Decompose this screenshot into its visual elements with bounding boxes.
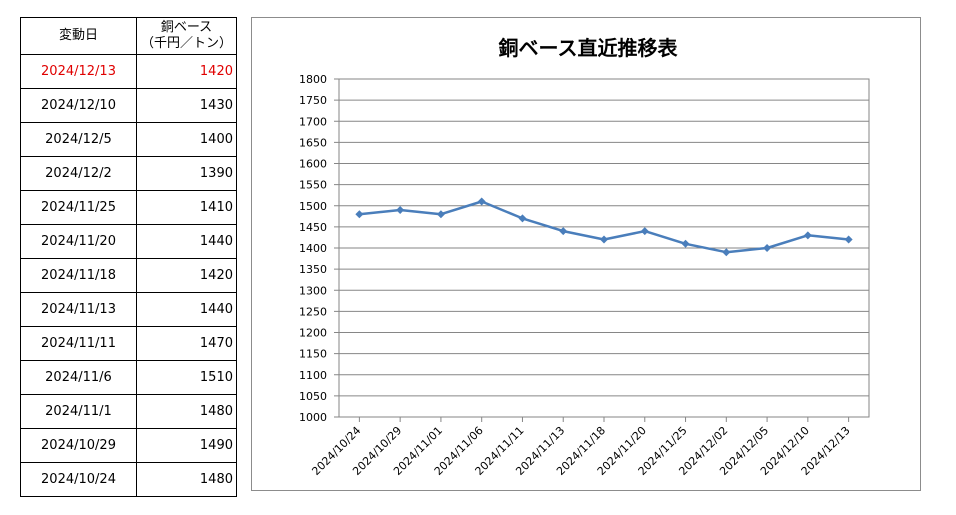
row-value: 1430 [136,88,237,123]
data-point-marker [396,205,405,214]
row-date: 2024/11/11 [20,326,137,361]
row-date: 2024/11/6 [20,360,137,395]
series-line [355,197,853,257]
row-value: 1490 [136,428,237,463]
x-axis-ticks: 2024/10/242024/10/292024/11/012024/11/06… [309,417,853,478]
data-point-marker [559,227,568,236]
header-date: 変動日 [20,17,137,55]
y-tick-label: 1700 [299,115,327,128]
data-point-marker [844,235,853,244]
price-table: 変動日 銅ベース （千円／トン） 2024/12/13 1420 2024/12/1… [20,17,237,497]
y-tick-label: 1350 [299,263,327,276]
y-tick-label: 1650 [299,136,327,149]
row-value: 1470 [136,326,237,361]
table-row: 2024/12/13 1420 [20,54,237,89]
y-tick-label: 1200 [299,327,327,340]
row-value: 1390 [136,156,237,191]
row-date: 2024/12/13 [20,54,137,89]
data-point-marker [518,214,527,223]
row-value: 1420 [136,54,237,89]
data-point-marker [600,235,608,244]
data-point-marker [640,227,649,236]
row-date: 2024/10/29 [20,428,137,463]
row-value: 1480 [136,462,237,497]
y-tick-label: 1800 [299,73,327,86]
row-date: 2024/12/2 [20,156,137,191]
table-row: 2024/11/6 1510 [20,360,237,395]
header-price: 銅ベース （千円／トン） [136,17,237,55]
data-point-marker [803,231,812,240]
row-date: 2024/11/18 [20,258,137,293]
row-date: 2024/11/20 [20,224,137,259]
row-date: 2024/12/10 [20,88,137,123]
y-tick-label: 1550 [299,179,327,192]
y-tick-label: 1600 [299,158,327,171]
y-tick-label: 1250 [299,305,327,318]
data-point-marker [763,244,772,252]
header-price-line2: （千円／トン） [140,36,232,51]
table-row: 2024/11/11 1470 [20,326,237,361]
y-tick-label: 1300 [299,284,327,297]
data-point-marker [477,197,486,206]
row-date: 2024/10/24 [20,462,137,497]
row-date: 2024/11/13 [20,292,137,327]
row-value: 1400 [136,122,237,157]
row-value: 1420 [136,258,237,293]
y-tick-label: 1450 [299,221,327,234]
table-row: 2024/11/20 1440 [20,224,237,259]
data-point-marker [436,210,445,219]
row-value: 1410 [136,190,237,225]
y-tick-label: 1500 [299,200,327,213]
table-row: 2024/12/2 1390 [20,156,237,191]
table-row: 2024/11/1 1480 [20,394,237,429]
table-row: 2024/12/5 1400 [20,122,237,157]
row-date: 2024/11/1 [20,394,137,429]
row-value: 1480 [136,394,237,429]
y-tick-label: 1150 [299,348,327,361]
row-value: 1510 [136,360,237,395]
y-axis-ticks: 1000 1050 1100 1150 1200 1250 1300 1350 1400 1450… [299,73,339,424]
table-row: 2024/11/18 1420 [20,258,237,293]
row-date: 2024/11/25 [20,190,137,225]
table-row: 2024/11/25 1410 [20,190,237,225]
chart-frame: 銅ベース直近推移表 1000 1050 1100 1150 1200 1250 1300 13… [251,17,921,491]
line-chart: 銅ベース直近推移表 1000 1050 1100 1150 1200 1250 1300 13… [299,36,870,478]
y-tick-label: 1050 [299,390,327,403]
row-value: 1440 [136,292,237,327]
row-value: 1440 [136,224,237,259]
header-price-line1: 銅ベース [160,20,213,35]
data-point-marker [681,239,690,248]
gridlines [339,99,869,397]
y-tick-label: 1750 [299,94,327,107]
y-tick-label: 1400 [299,242,327,255]
table-header-row: 変動日 銅ベース （千円／トン） [20,17,237,55]
table-row: 2024/12/10 1430 [20,88,237,123]
table-row: 2024/10/29 1490 [20,428,237,463]
data-point-marker [355,210,364,219]
row-date: 2024/12/5 [20,122,137,157]
y-tick-label: 1100 [299,369,327,382]
data-point-marker [722,248,731,257]
chart-title: 銅ベース直近推移表 [499,36,679,60]
table-row: 2024/11/13 1440 [20,292,237,327]
y-tick-label: 1000 [299,411,327,424]
table-row: 2024/10/24 1480 [20,462,237,497]
